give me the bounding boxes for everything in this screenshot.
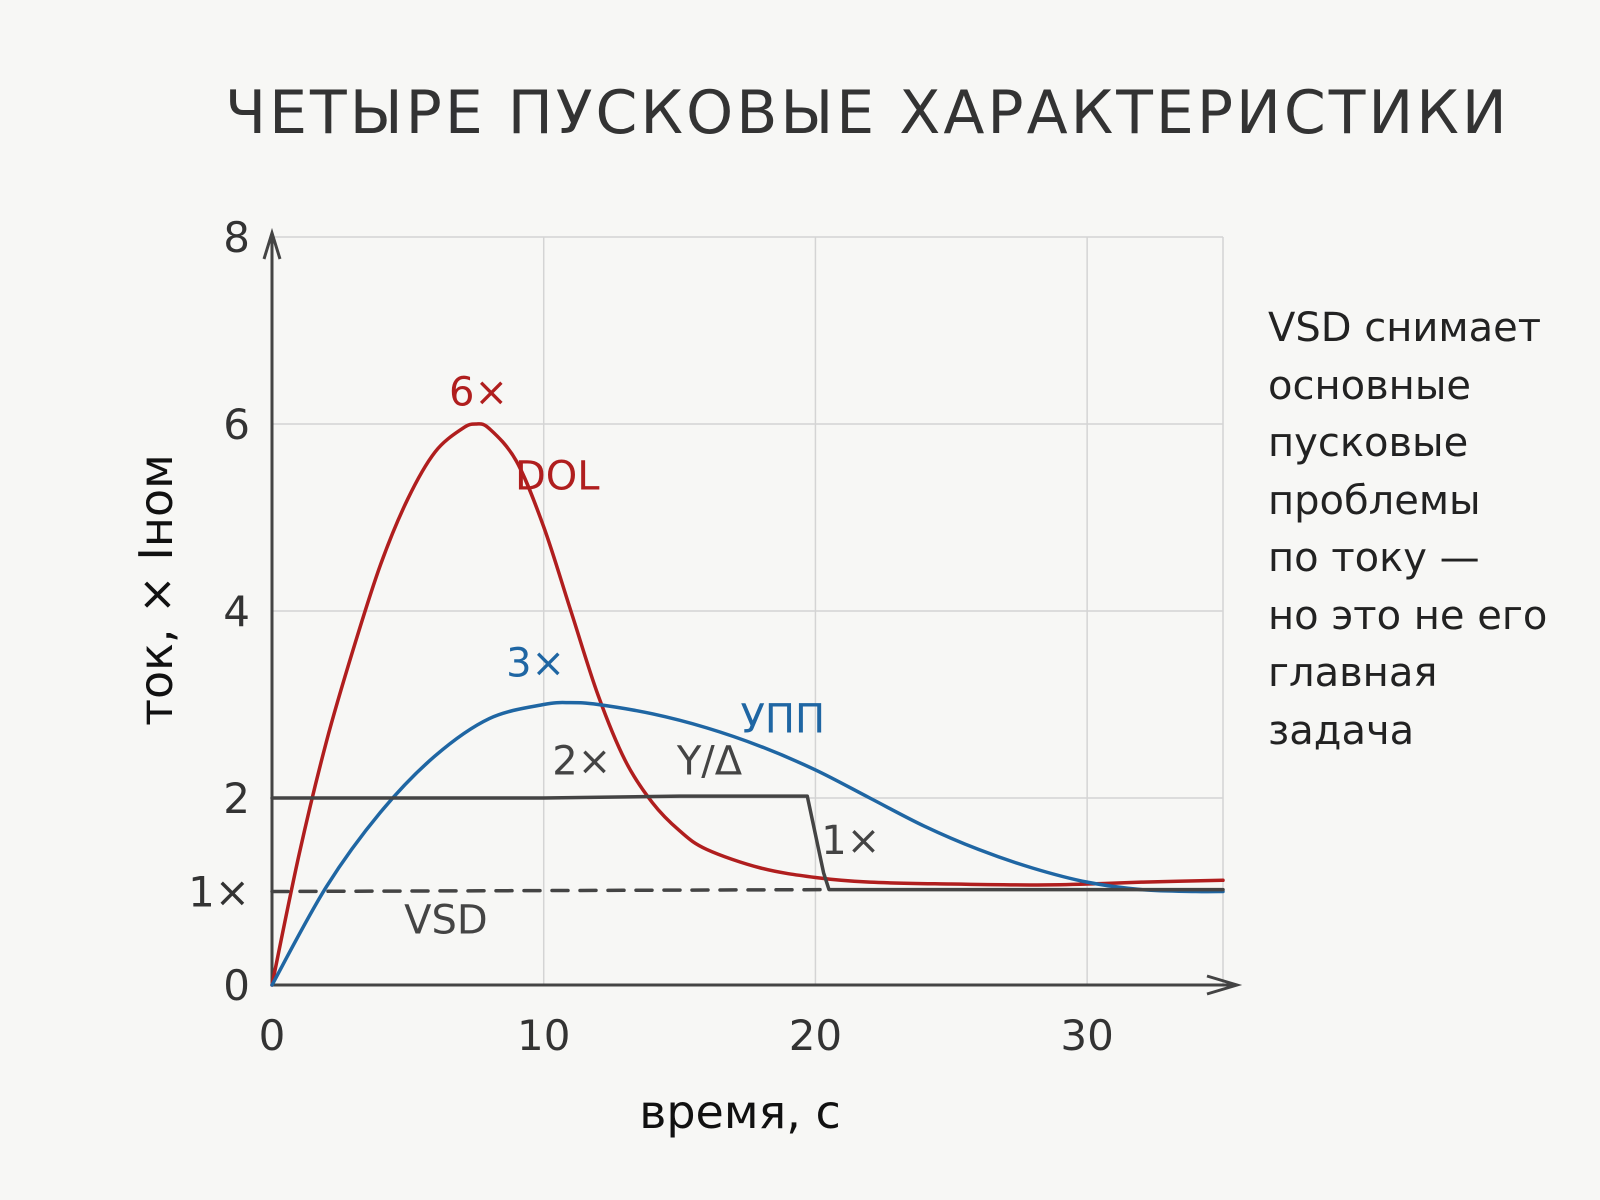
- annotations: 6×DOL 3× УПП 2× Y/Δ 1× VSD: [404, 369, 880, 943]
- x-tick-label: 20: [789, 1011, 842, 1060]
- y-tick-label: 2: [223, 774, 250, 823]
- annotation-label: VSD: [404, 898, 488, 944]
- note-line: VSD снимает: [1268, 305, 1542, 351]
- y-tick-label: 8: [223, 213, 250, 262]
- chart-title: ЧЕТЫРЕ ПУСКОВЫЕ ХАРАКТЕРИСТИКИ: [225, 78, 1510, 148]
- y-axis-label: ток, × Iном: [129, 454, 183, 726]
- annotation-label: DOL: [515, 453, 600, 499]
- note-line: проблемы: [1268, 477, 1481, 524]
- annotation-label: 1×: [821, 818, 880, 864]
- series-line-vsd: [270, 887, 826, 894]
- y-tick-label: 4: [223, 587, 250, 636]
- x-axis-arrow: [1206, 974, 1243, 996]
- grid: [272, 236, 1224, 985]
- note-line: по току —: [1268, 535, 1480, 581]
- series-line-star-delta: [270, 794, 1225, 892]
- note-line: основные: [1268, 362, 1472, 409]
- side-note: VSD снимает основные пусковые проблемы п…: [1268, 300, 1588, 760]
- y-tick-label: 0: [223, 961, 250, 1010]
- y-axis-arrow: [262, 227, 282, 260]
- note-line: главная: [1268, 650, 1438, 696]
- annotation-label: 6×: [449, 369, 508, 415]
- x-tick-label: 0: [259, 1011, 286, 1060]
- tick-labels: 0 10 20 30 0 1× 2 4 6 8: [188, 213, 1114, 1060]
- annotation-label: 3×: [506, 640, 565, 686]
- x-tick-label: 10: [517, 1011, 570, 1060]
- axes: [262, 227, 1243, 996]
- series-lines: [270, 422, 1225, 987]
- y-tick-label: 6: [223, 400, 250, 449]
- x-tick-label: 30: [1060, 1011, 1113, 1060]
- annotation-label: Y/Δ: [676, 739, 743, 785]
- note-line: задача: [1268, 707, 1415, 754]
- y-tick-label: 1×: [188, 868, 250, 917]
- x-axis-label: время, с: [639, 1085, 841, 1139]
- note-line: но это не его: [1268, 592, 1548, 639]
- annotation-label: УПП: [741, 697, 826, 743]
- series-line-upp: [270, 700, 1225, 987]
- note-line: пусковые: [1268, 420, 1469, 466]
- annotation-label: 2×: [552, 739, 611, 785]
- series-line-dol: [270, 422, 1225, 987]
